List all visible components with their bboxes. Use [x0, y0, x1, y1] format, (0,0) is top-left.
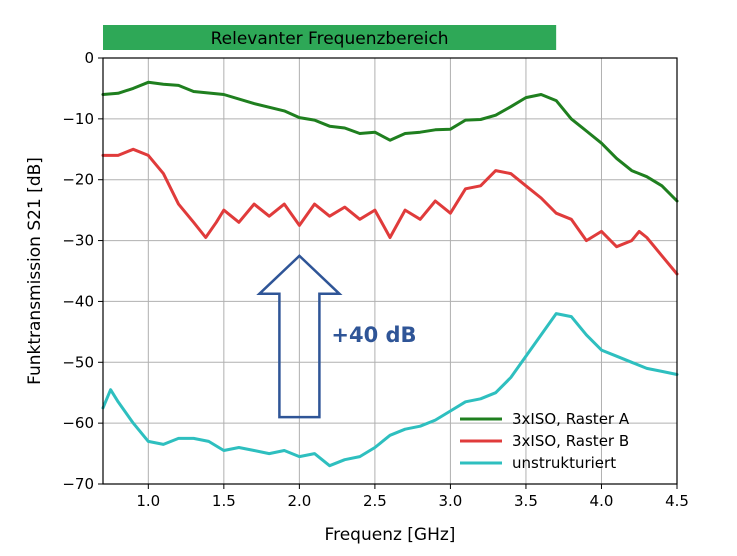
x-axis-ticks: 1.0 1.5 2.0 2.5 3.0 3.5 4.0 4.5	[136, 484, 689, 510]
x-tick-label: 1.0	[136, 492, 160, 510]
x-axis-title: Frequenz [GHz]	[325, 525, 456, 545]
series-line-1	[101, 80, 679, 203]
annotation-label: +40 dB	[331, 323, 416, 347]
legend-label-1: 3xISO, Raster A	[512, 410, 630, 428]
legend-label-3: unstrukturiert	[512, 454, 616, 472]
x-tick-label: 2.0	[287, 492, 311, 510]
banner-label: Relevanter Frequenzbereich	[211, 29, 449, 49]
series-layer	[101, 80, 679, 468]
y-tick-label: 0	[84, 49, 94, 67]
x-tick-label: 4.0	[590, 492, 614, 510]
y-tick-label: −50	[62, 353, 94, 371]
y-tick-label: −70	[62, 475, 94, 493]
x-tick-label: 1.5	[212, 492, 236, 510]
x-tick-label: 3.5	[514, 492, 538, 510]
y-tick-label: −30	[62, 232, 94, 250]
plot-frame	[102, 57, 678, 485]
banner: Relevanter Frequenzbereich	[103, 25, 557, 50]
up-arrow-icon	[256, 254, 343, 419]
y-tick-label: −60	[62, 414, 94, 432]
series-line-3	[101, 312, 679, 468]
banner-bar	[103, 25, 557, 50]
y-tick-label: −10	[62, 110, 94, 128]
x-tick-label: 4.5	[665, 492, 689, 510]
y-axis-title: Funktransmission S21 [dB]	[25, 157, 45, 385]
legend: 3xISO, Raster A 3xISO, Raster B unstruktur…	[460, 410, 630, 472]
x-tick-label: 2.5	[363, 492, 387, 510]
series-line-2	[101, 147, 679, 276]
grid	[103, 57, 678, 485]
y-axis-ticks: 0 −10 −20 −30 −40 −50 −60 −70	[62, 49, 103, 493]
annotation: +40 dB	[256, 254, 417, 419]
y-tick-label: −40	[62, 292, 94, 310]
legend-label-2: 3xISO, Raster B	[512, 432, 629, 450]
x-tick-label: 3.0	[438, 492, 462, 510]
y-tick-label: −20	[62, 171, 94, 189]
